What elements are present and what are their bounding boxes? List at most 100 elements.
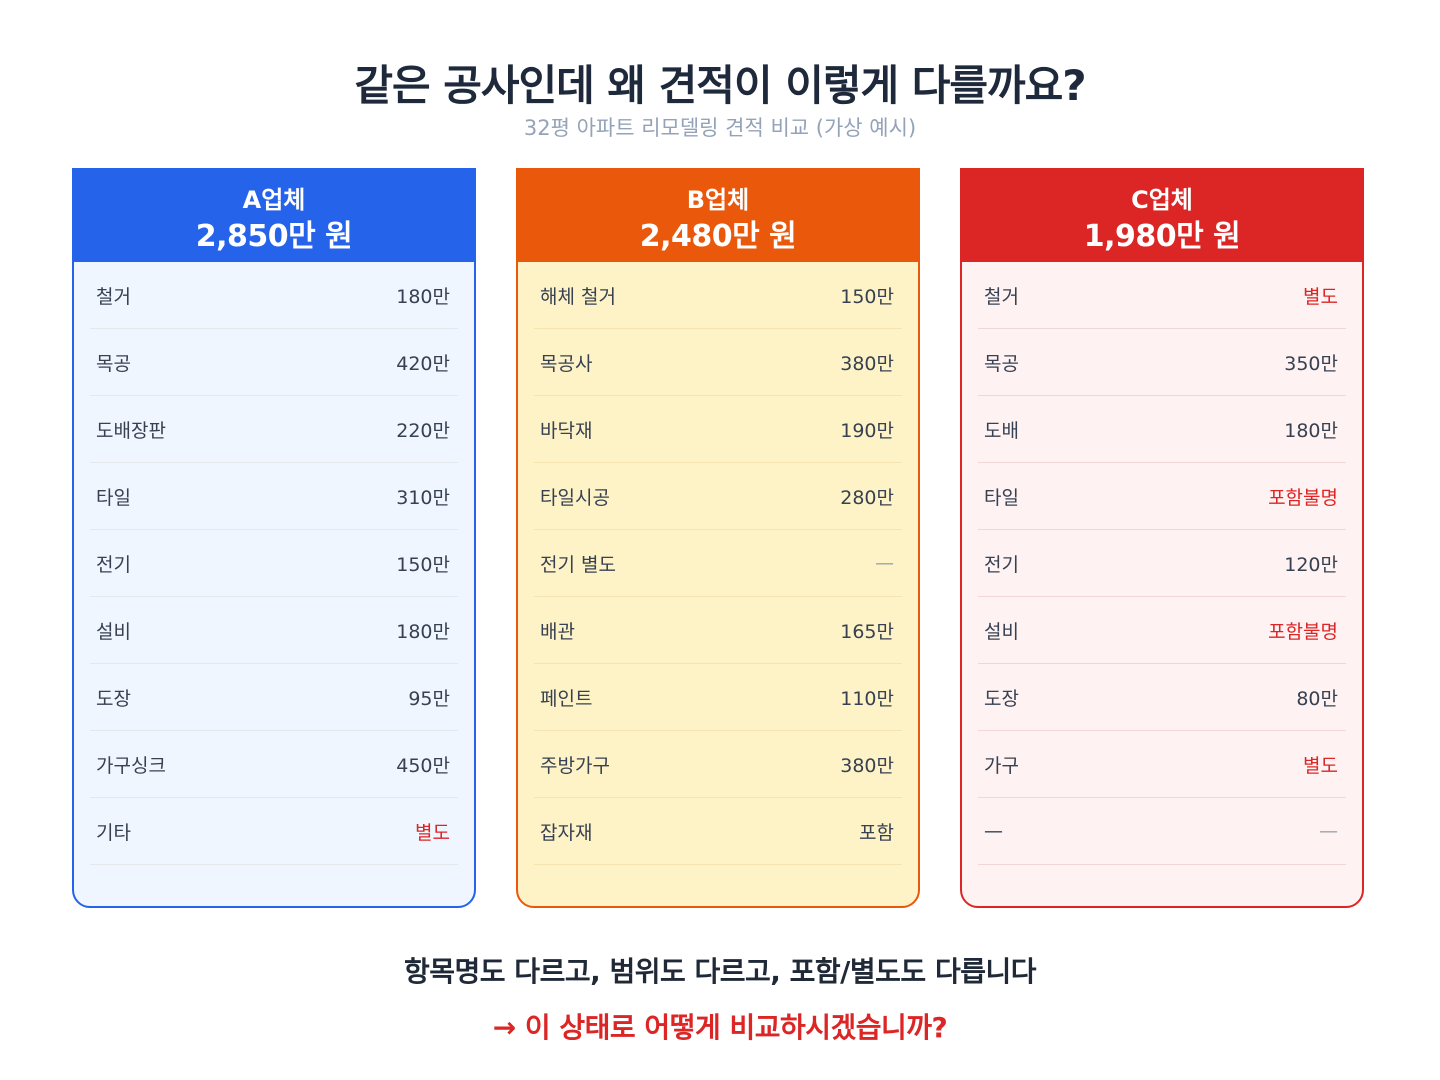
line-item-amount: 80만 (1296, 687, 1338, 710)
line-item-list: 철거 180만 목공 420만 도배장판 220만 타일 310만 전기 150만 설비 180만 도장… (74, 262, 474, 865)
card-header: B업체 2,480만 원 (518, 170, 918, 262)
line-item-row: 전기 별도 — (534, 530, 902, 597)
line-item-amount: 450만 (396, 754, 450, 777)
line-item-amount: — (875, 552, 894, 574)
line-item-label: 목공 (984, 352, 1019, 375)
line-item-row: 도장 95만 (90, 664, 458, 731)
line-item-label: 가구 (984, 754, 1019, 777)
line-item-amount: 별도 (1303, 754, 1338, 777)
line-item-amount: 380만 (840, 352, 894, 375)
line-item-label: 도배장판 (96, 419, 166, 442)
line-item-row: 바닥재 190만 (534, 396, 902, 463)
line-item-row: 목공 350만 (978, 329, 1346, 396)
line-item-label: 가구싱크 (96, 754, 166, 777)
line-item-label: 전기 (984, 553, 1019, 576)
line-item-amount: 350만 (1284, 352, 1338, 375)
line-item-row: — — (978, 798, 1346, 865)
line-item-row: 철거 180만 (90, 262, 458, 329)
line-item-label: 바닥재 (540, 419, 593, 442)
line-item-label: 설비 (96, 620, 131, 643)
line-item-label: 주방가구 (540, 754, 610, 777)
line-item-row: 해체 철거 150만 (534, 262, 902, 329)
line-item-row: 설비 포함불명 (978, 597, 1346, 664)
line-item-amount: 280만 (840, 486, 894, 509)
vendor-total-price: 2,850만 원 (195, 219, 353, 254)
line-item-amount: 190만 (840, 419, 894, 442)
page-subtitle: 32평 아파트 리모델링 견적 비교 (가상 예시) (523, 116, 917, 140)
line-item-row: 설비 180만 (90, 597, 458, 664)
line-item-label: 철거 (96, 285, 131, 308)
line-item-amount: 150만 (840, 285, 894, 308)
line-item-row: 주방가구 380만 (534, 731, 902, 798)
line-item-amount: 110만 (840, 687, 894, 710)
line-item-amount: 180만 (396, 285, 450, 308)
line-item-row: 도장 80만 (978, 664, 1346, 731)
line-item-amount: 420만 (396, 352, 450, 375)
line-item-row: 배관 165만 (534, 597, 902, 664)
line-item-amount: 220만 (396, 419, 450, 442)
line-item-amount: — (1319, 820, 1338, 842)
line-item-amount: 120만 (1284, 553, 1338, 576)
line-item-label: 전기 (96, 553, 131, 576)
line-item-amount: 150만 (396, 553, 450, 576)
call-to-action-text: → 이 상태로 어떻게 비교하시겠습니까? (492, 1011, 948, 1044)
page-title: 같은 공사인데 왜 견적이 이렇게 다를까요? (354, 61, 1086, 110)
line-item-label: 배관 (540, 620, 575, 643)
quote-card-a: A업체 2,850만 원 철거 180만 목공 420만 도배장판 220만 타일 310만 전… (72, 168, 476, 908)
line-item-amount: 310만 (396, 486, 450, 509)
line-item-label: 도장 (96, 687, 131, 710)
line-item-amount: 포함불명 (1268, 486, 1338, 509)
line-item-list: 철거 별도 목공 350만 도배 180만 타일 포함불명 전기 120만 설비 포함불명 도장 80만 가… (962, 262, 1362, 865)
quote-card-c: C업체 1,980만 원 철거 별도 목공 350만 도배 180만 타일 포함불명 전기 120… (960, 168, 1364, 908)
line-item-amount: 380만 (840, 754, 894, 777)
line-item-label: 설비 (984, 620, 1019, 643)
line-item-amount: 포함 (859, 821, 894, 844)
line-item-row: 페인트 110만 (534, 664, 902, 731)
line-item-label: 타일 (96, 486, 131, 509)
line-item-label: 타일 (984, 486, 1019, 509)
line-item-label: 타일시공 (540, 486, 610, 509)
line-item-label: 목공사 (540, 352, 593, 375)
vendor-name: C업체 (1131, 186, 1193, 214)
line-item-row: 도배장판 220만 (90, 396, 458, 463)
line-item-row: 목공 420만 (90, 329, 458, 396)
vendor-name: B업체 (686, 186, 750, 214)
line-item-label: 페인트 (540, 687, 593, 710)
card-header: A업체 2,850만 원 (74, 170, 474, 262)
line-item-list: 해체 철거 150만 목공사 380만 바닥재 190만 타일시공 280만 전기 별도 — 배관 1… (518, 262, 918, 865)
line-item-amount: 포함불명 (1268, 620, 1338, 643)
line-item-amount: 180만 (1284, 419, 1338, 442)
line-item-label: 목공 (96, 352, 131, 375)
line-item-row: 도배 180만 (978, 396, 1346, 463)
vendor-name: A업체 (242, 186, 306, 214)
line-item-label: 도배 (984, 419, 1019, 442)
line-item-row: 기타 별도 (90, 798, 458, 865)
line-item-row: 전기 120만 (978, 530, 1346, 597)
line-item-amount: 95만 (408, 687, 450, 710)
vendor-total-price: 1,980만 원 (1083, 219, 1241, 254)
line-item-row: 가구싱크 450만 (90, 731, 458, 798)
quote-card-b: B업체 2,480만 원 해체 철거 150만 목공사 380만 바닥재 190만 타일시공… (516, 168, 920, 908)
line-item-row: 잡자재 포함 (534, 798, 902, 865)
line-item-label: 도장 (984, 687, 1019, 710)
line-item-row: 가구 별도 (978, 731, 1346, 798)
line-item-label: — (984, 820, 1003, 842)
line-item-row: 타일 310만 (90, 463, 458, 530)
line-item-row: 전기 150만 (90, 530, 458, 597)
line-item-row: 철거 별도 (978, 262, 1346, 329)
card-header: C업체 1,980만 원 (962, 170, 1362, 262)
summary-text: 항목명도 다르고, 범위도 다르고, 포함/별도도 다릅니다 (404, 955, 1036, 988)
line-item-amount: 180만 (396, 620, 450, 643)
line-item-row: 타일 포함불명 (978, 463, 1346, 530)
line-item-label: 잡자재 (540, 821, 593, 844)
line-item-label: 철거 (984, 285, 1019, 308)
line-item-amount: 별도 (415, 821, 450, 844)
line-item-amount: 165만 (840, 620, 894, 643)
line-item-label: 기타 (96, 821, 131, 844)
line-item-label: 해체 철거 (540, 285, 616, 308)
line-item-amount: 별도 (1303, 285, 1338, 308)
line-item-row: 타일시공 280만 (534, 463, 902, 530)
vendor-total-price: 2,480만 원 (639, 219, 797, 254)
line-item-row: 목공사 380만 (534, 329, 902, 396)
line-item-label: 전기 별도 (540, 553, 616, 576)
